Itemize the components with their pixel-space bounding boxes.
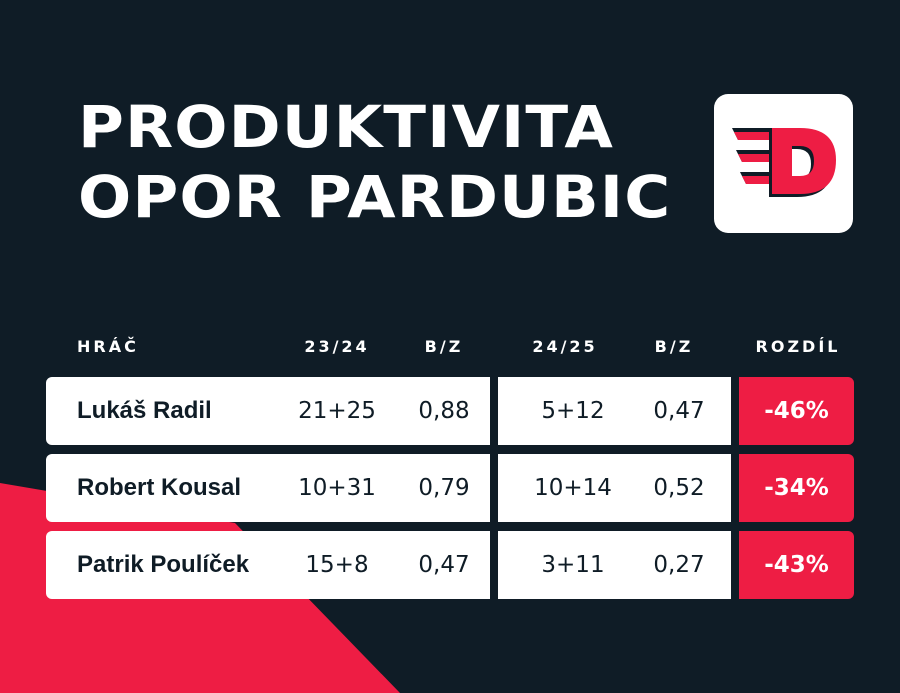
player-name: Lukáš Radil [77, 397, 212, 424]
season2-ppg: 0,47 [653, 398, 705, 424]
title-line-2: OPOR PARDUBIC [78, 163, 672, 231]
table-row: Patrik Poulíček 15+8 0,47 3+11 0,27 -43% [46, 531, 854, 599]
table-header: HRÁČ 23/24 B/Z 24/25 B/Z ROZDÍL [46, 337, 854, 359]
season2-points: 10+14 [534, 475, 612, 501]
season2-cell: 10+14 0,52 [498, 454, 731, 522]
diff-badge: -46% [739, 377, 854, 445]
season1-points: 15+8 [305, 552, 369, 578]
season1-ppg: 0,47 [418, 552, 470, 578]
season2-points: 3+11 [541, 552, 605, 578]
season1-ppg: 0,79 [418, 475, 470, 501]
diff-badge: -34% [739, 454, 854, 522]
season2-ppg: 0,27 [653, 552, 705, 578]
diff-badge: -43% [739, 531, 854, 599]
title-line-1: PRODUKTIVITA [78, 93, 614, 161]
header-ppg-2324: B/Z [424, 337, 464, 356]
season1-points: 10+31 [298, 475, 376, 501]
header-player: HRÁČ [77, 337, 139, 356]
player-cell: Patrik Poulíček 15+8 0,47 [46, 531, 490, 599]
header-ppg-2425: B/Z [654, 337, 694, 356]
season1-ppg: 0,88 [418, 398, 470, 424]
header-diff: ROZDÍL [755, 337, 841, 356]
player-cell: Robert Kousal 10+31 0,79 [46, 454, 490, 522]
season2-cell: 3+11 0,27 [498, 531, 731, 599]
player-name: Robert Kousal [77, 474, 242, 501]
player-cell: Lukáš Radil 21+25 0,88 [46, 377, 490, 445]
header-season-2425: 24/25 [532, 337, 598, 356]
season1-points: 21+25 [298, 398, 376, 424]
dynamo-pardubice-logo-icon [732, 128, 836, 197]
club-logo [714, 94, 853, 233]
table-row: Robert Kousal 10+31 0,79 10+14 0,52 -34% [46, 454, 854, 522]
table-row: Lukáš Radil 21+25 0,88 5+12 0,47 -46% [46, 377, 854, 445]
season2-points: 5+12 [541, 398, 605, 424]
player-name: Patrik Poulíček [77, 551, 250, 578]
season2-ppg: 0,52 [653, 475, 705, 501]
season2-cell: 5+12 0,47 [498, 377, 731, 445]
page-title: PRODUKTIVITA OPOR PARDUBIC [78, 92, 671, 232]
header-season-2324: 23/24 [304, 337, 370, 356]
